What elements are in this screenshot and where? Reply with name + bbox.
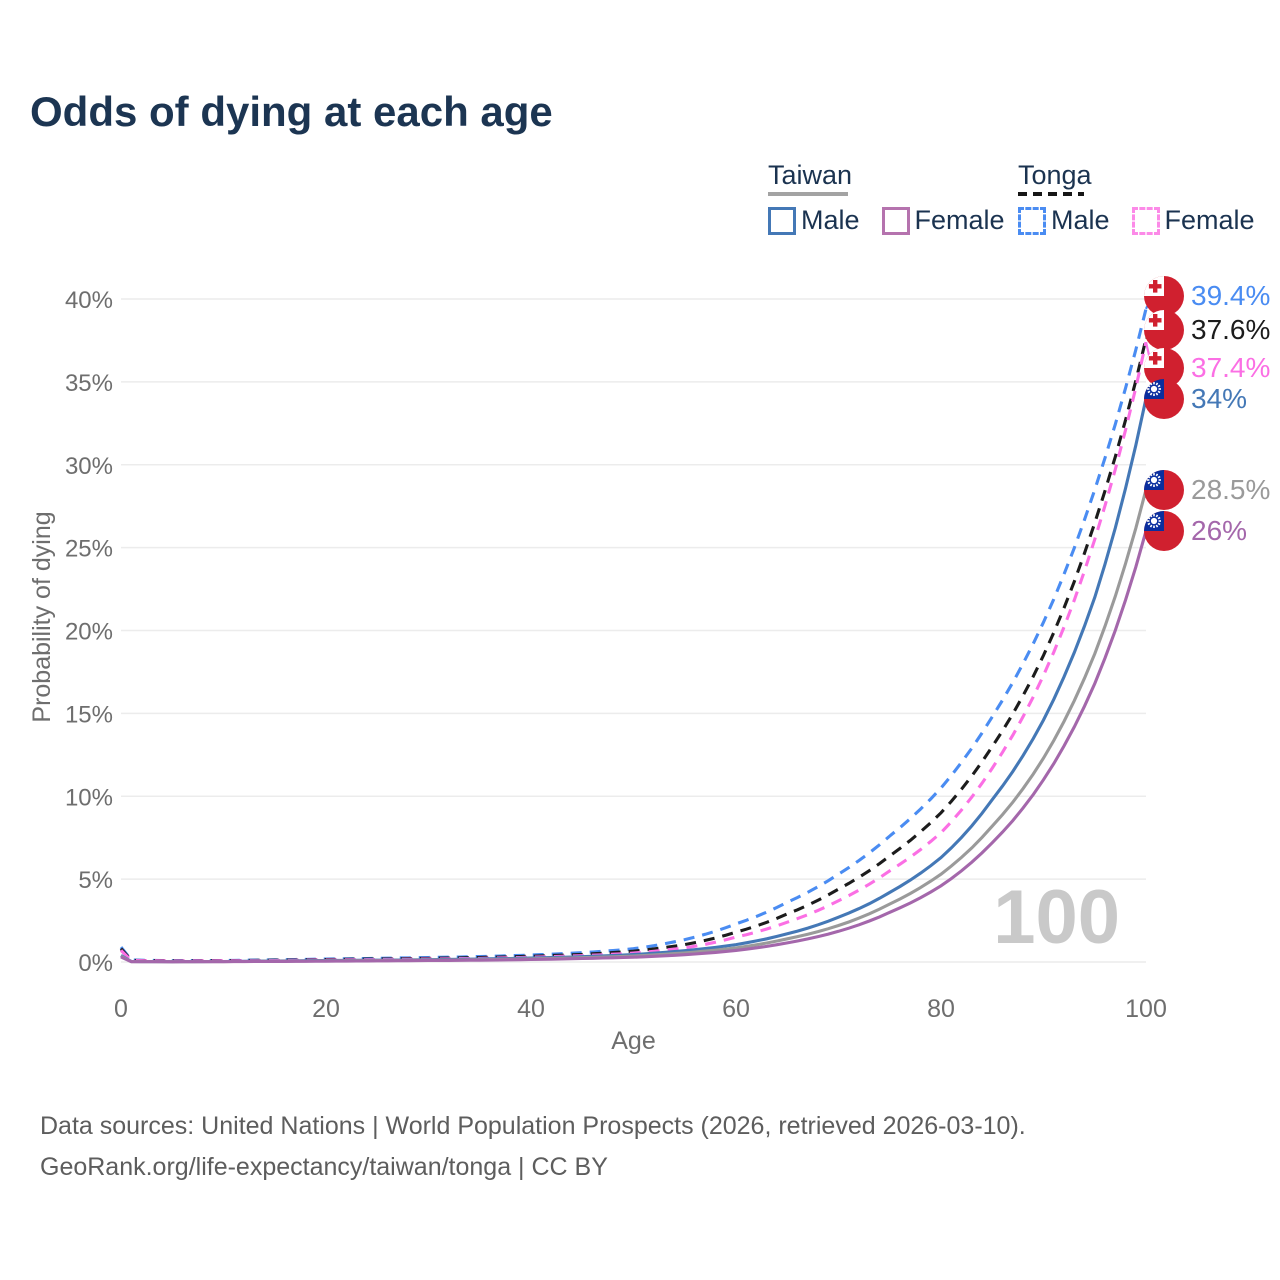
y-tick-label: 20% (65, 619, 113, 646)
x-tick-label: 0 (114, 995, 128, 1023)
legend-country-tonga[interactable]: Tonga (1018, 160, 1092, 190)
y-tick-label: 15% (65, 701, 113, 728)
legend-underline-tonga (1018, 192, 1084, 196)
end-label-tonga-female: 37.4% (1144, 348, 1270, 388)
legend-item-label: Male (1051, 205, 1110, 235)
legend-swatch-taiwan-male-icon (768, 206, 796, 235)
end-label-value: 39.4% (1191, 280, 1271, 311)
y-tick-label: 5% (78, 867, 113, 894)
end-label-taiwan-female: 26% (1144, 511, 1247, 551)
end-label-value: 37.4% (1191, 352, 1271, 383)
x-tick-label: 20 (312, 995, 340, 1023)
flag-icon-tonga (1144, 348, 1184, 388)
y-tick-label: 30% (65, 453, 113, 480)
series-line-taiwan-female (120, 530, 1148, 964)
legend: Taiwan Male Female Tonga Male (768, 160, 1268, 240)
y-axis-title: Probability of dying (28, 511, 56, 722)
plot-area[interactable] (121, 299, 1146, 962)
page-title: Odds of dying at each age (30, 88, 553, 135)
flag-icon-tonga (1144, 310, 1184, 350)
legend-item-taiwan-male[interactable]: Male (768, 205, 860, 236)
y-tick-label: 40% (65, 287, 113, 314)
legend-item-label: Female (914, 205, 1005, 235)
legend-swatch-tonga-male-icon (1018, 206, 1046, 235)
legend-item-tonga-male[interactable]: Male (1018, 205, 1110, 236)
end-label-value: 26% (1191, 515, 1248, 546)
flag-icon-taiwan (1144, 379, 1184, 419)
end-label-taiwan-all: 28.5% (1144, 470, 1270, 510)
end-label-tonga-all: 37.6% (1144, 310, 1270, 350)
footer-attribution: GeoRank.org/life-expectancy/taiwan/tonga… (40, 1153, 608, 1181)
x-axis-title: Age (611, 1027, 655, 1055)
end-label-value: 34% (1191, 383, 1248, 414)
x-tick-label: 100 (1125, 995, 1167, 1023)
y-tick-label: 10% (65, 784, 113, 811)
legend-swatch-tonga-female-icon (1131, 206, 1160, 235)
age-watermark: 100 (993, 875, 1120, 960)
legend-swatch-taiwan-female-icon (881, 206, 910, 235)
end-label-value: 37.6% (1191, 314, 1271, 345)
footer-sources: Data sources: United Nations | World Pop… (40, 1112, 1026, 1140)
legend-country-taiwan[interactable]: Taiwan (768, 160, 853, 190)
flag-icon-taiwan (1144, 470, 1184, 510)
x-tick-label: 60 (722, 995, 750, 1023)
legend-underline-taiwan (768, 192, 848, 196)
legend-item-label: Female (1164, 205, 1255, 235)
legend-group-taiwan: Taiwan Male Female (768, 160, 1027, 236)
end-label-tonga-male: 39.4% (1144, 276, 1270, 316)
x-tick-label: 40 (517, 995, 545, 1023)
flag-icon-tonga (1144, 276, 1184, 316)
legend-item-tonga-female[interactable]: Female (1131, 205, 1255, 236)
x-tick-label: 80 (927, 995, 955, 1023)
y-tick-label: 35% (65, 370, 113, 397)
y-tick-label: 25% (65, 536, 113, 563)
end-label-value: 28.5% (1191, 474, 1271, 505)
flag-icon-taiwan (1144, 511, 1184, 551)
footer: Data sources: United Nations | World Pop… (40, 1106, 1026, 1188)
y-tick-label: 0% (78, 950, 113, 977)
legend-item-label: Male (801, 205, 860, 235)
legend-group-tonga: Tonga Male Female (1018, 160, 1277, 236)
end-label-taiwan-male: 34% (1144, 379, 1247, 419)
legend-item-taiwan-female[interactable]: Female (881, 205, 1005, 236)
